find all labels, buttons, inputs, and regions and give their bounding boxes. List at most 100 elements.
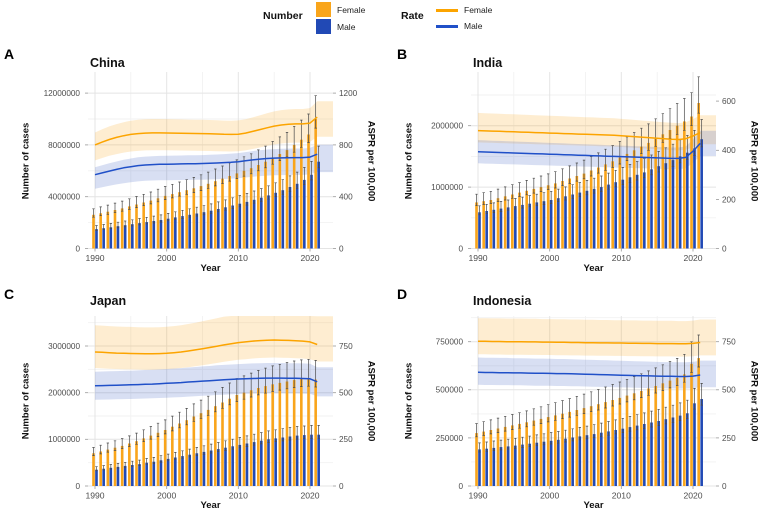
bars [475, 76, 703, 249]
chart-india: 0 1000000 2000000 0 200 400 600 1990 2000 2010 202… [431, 72, 736, 263]
male-rate-band [95, 144, 333, 189]
panel-china: 0 4000000 8000000 12000000 0 400 800 1200 1990 20… [0, 42, 383, 282]
male-rate-line [477, 371, 701, 378]
svg-text:0: 0 [75, 244, 80, 253]
svg-text:2000: 2000 [540, 491, 559, 501]
panel-title-japan: Japan [90, 294, 127, 308]
svg-text:2000000: 2000000 [431, 122, 463, 131]
male-rate-line-swatch [436, 25, 458, 28]
male-number-swatch [316, 19, 331, 34]
panel-title-china: China [90, 56, 125, 70]
male-rate-line [94, 153, 318, 176]
svg-text:3000000: 3000000 [48, 342, 80, 351]
svg-text:8000000: 8000000 [48, 141, 80, 150]
svg-text:2020: 2020 [300, 253, 319, 263]
legend-rate-male-label: Male [464, 21, 483, 31]
svg-text:2010: 2010 [229, 491, 248, 501]
female-rate-band [95, 101, 333, 161]
y-axis-right-title: ASPR per 100,000 [748, 360, 760, 442]
x-axis-title: Year [583, 500, 604, 511]
legend-number-female-label: Female [337, 5, 366, 15]
svg-text:1990: 1990 [85, 253, 104, 263]
x-axis-title: Year [200, 500, 221, 511]
svg-text:0: 0 [722, 244, 727, 253]
svg-text:2000: 2000 [157, 253, 176, 263]
svg-text:250: 250 [339, 435, 353, 444]
bars [475, 334, 703, 486]
panel-letter-b: B [397, 46, 408, 62]
svg-text:750: 750 [722, 338, 736, 347]
bars [92, 358, 320, 486]
legend-number-male-label: Male [337, 22, 356, 32]
svg-text:600: 600 [722, 97, 736, 106]
y-axis-left-title: Number of cases [403, 122, 415, 200]
svg-text:2020: 2020 [683, 253, 702, 263]
female-rate-line [94, 339, 318, 355]
panel-letter-d: D [397, 286, 408, 302]
panel-letter-a: A [4, 46, 15, 62]
panel-letter-c: C [4, 286, 15, 302]
chart-china: 0 4000000 8000000 12000000 0 400 800 1200 1990 20… [44, 72, 358, 263]
svg-text:800: 800 [339, 141, 353, 150]
male-rate-line [477, 142, 701, 160]
panel-japan: 0 1000000 2000000 3000000 0 250 500 750 1990 2000… [0, 282, 383, 522]
svg-text:250000: 250000 [436, 434, 464, 443]
bars [92, 95, 320, 249]
female-rate-line [478, 340, 701, 345]
chart-indonesia: 0 250000 500000 750000 0 250 500 750 1990 2000 201… [436, 316, 736, 501]
svg-text:2000: 2000 [540, 253, 559, 263]
svg-text:2010: 2010 [612, 491, 631, 501]
svg-text:0: 0 [339, 244, 344, 253]
y-axis-left-title: Number of cases [20, 362, 32, 440]
svg-text:750: 750 [339, 342, 353, 351]
female-rate-line-swatch [436, 9, 458, 12]
svg-text:2020: 2020 [300, 491, 319, 501]
svg-text:1200: 1200 [339, 89, 358, 98]
panel-title-indonesia: Indonesia [473, 294, 532, 308]
y-axis-left-title: Number of cases [20, 122, 32, 200]
svg-text:4000000: 4000000 [48, 193, 80, 202]
svg-text:12000000: 12000000 [44, 89, 81, 98]
svg-text:1990: 1990 [468, 253, 487, 263]
y-axis-right-title: ASPR per 100,000 [365, 120, 377, 202]
svg-text:500000: 500000 [436, 386, 464, 395]
svg-text:1990: 1990 [85, 491, 104, 501]
svg-text:1000000: 1000000 [48, 435, 80, 444]
svg-text:1000000: 1000000 [431, 183, 463, 192]
svg-text:1990: 1990 [468, 491, 487, 501]
svg-text:400: 400 [722, 146, 736, 155]
female-rate-band [95, 316, 333, 370]
svg-text:250: 250 [722, 434, 736, 443]
svg-text:400: 400 [339, 193, 353, 202]
legend-rate-female-label: Female [464, 5, 493, 15]
female-number-swatch [316, 2, 331, 17]
female-rate-line [94, 116, 318, 146]
x-axis-title: Year [200, 263, 221, 274]
svg-text:500: 500 [722, 386, 736, 395]
panel-india: 0 1000000 2000000 0 200 400 600 1990 2000 2010 202… [383, 42, 766, 282]
y-axis-right-title: ASPR per 100,000 [365, 360, 377, 442]
panel-title-india: India [473, 56, 503, 70]
chart-japan: 0 1000000 2000000 3000000 0 250 500 750 1990 2000… [48, 316, 353, 501]
svg-text:750000: 750000 [436, 338, 464, 347]
y-axis-left-title: Number of cases [403, 362, 415, 440]
svg-text:2000000: 2000000 [48, 389, 80, 398]
svg-text:2020: 2020 [683, 491, 702, 501]
male-rate-line [94, 377, 318, 387]
svg-text:0: 0 [458, 482, 463, 491]
svg-text:0: 0 [722, 482, 727, 491]
svg-text:0: 0 [458, 244, 463, 253]
legend: Number Female Male Rate Female Male [0, 0, 767, 42]
svg-text:200: 200 [722, 195, 736, 204]
svg-text:0: 0 [339, 482, 344, 491]
legend-number-title: Number [263, 10, 303, 22]
panel-indonesia: 0 250000 500000 750000 0 250 500 750 1990 2000 201… [383, 282, 766, 522]
svg-text:2010: 2010 [229, 253, 248, 263]
female-rate-line [477, 129, 701, 141]
y-axis-right-title: ASPR per 100,000 [748, 120, 760, 202]
female-rate-band [478, 318, 716, 357]
legend-rate-title: Rate [401, 10, 424, 22]
svg-text:500: 500 [339, 389, 353, 398]
svg-text:2010: 2010 [612, 253, 631, 263]
